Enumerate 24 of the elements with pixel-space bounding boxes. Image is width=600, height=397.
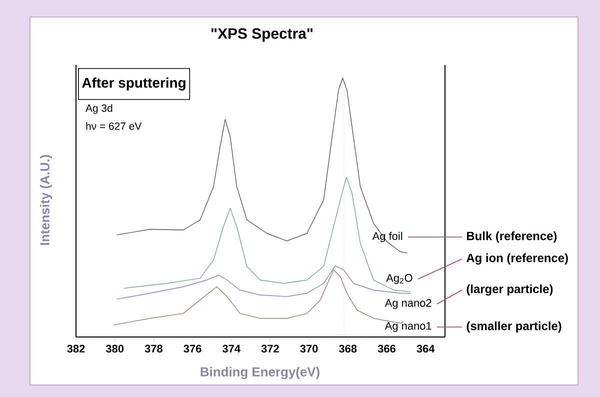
x-tick-label: 364 <box>416 344 435 353</box>
x-tick-label: 382 <box>67 344 85 353</box>
series-label: Ag nano1 <box>384 322 432 332</box>
series-label: Ag nano2 <box>384 299 432 309</box>
x-tick-label: 370 <box>300 344 318 353</box>
chart-title: "XPS Spectra" <box>211 28 313 42</box>
y-axis-title: Intensity (A.U.) <box>40 154 52 245</box>
x-tick-label: 380 <box>106 344 124 353</box>
annotation: Ag 3d <box>86 104 112 114</box>
x-tick-label: 374 <box>222 344 240 353</box>
annotation: hν = 627 eV <box>86 122 142 130</box>
x-tick-label: 376 <box>184 344 202 353</box>
x-tick-label: 378 <box>144 344 162 353</box>
series-label: Ag foil <box>372 232 402 242</box>
x-axis-title: Binding Energy(eV) <box>200 366 320 380</box>
x-tick-label: 368 <box>339 344 357 353</box>
series-label: Ag$_{2}$O <box>386 274 412 284</box>
text: (larger particle) <box>466 284 553 296</box>
text: (smaller particle) <box>466 321 562 333</box>
x-tick-label: 366 <box>378 344 396 353</box>
text: Ag ion (reference) <box>466 253 568 265</box>
x-tick-label: 372 <box>261 344 279 353</box>
annotation: After sputtering <box>82 77 186 91</box>
text: Bulk (reference) <box>467 231 557 243</box>
